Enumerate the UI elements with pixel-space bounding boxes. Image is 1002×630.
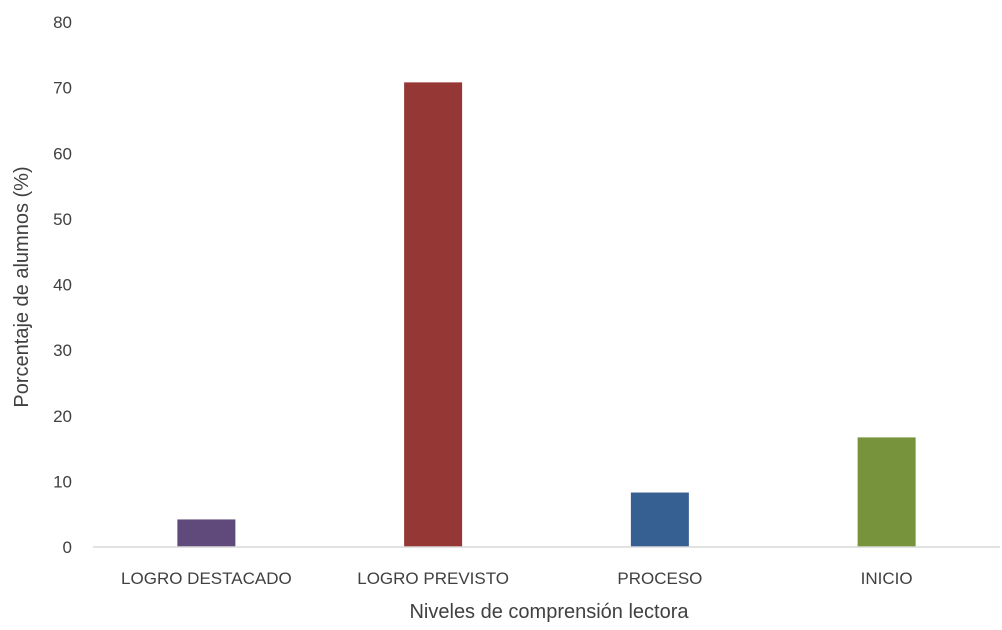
bar-inicio — [857, 437, 916, 547]
x-tick-label: LOGRO PREVISTO — [357, 569, 509, 588]
y-tick-label: 10 — [53, 472, 72, 491]
y-tick-label: 60 — [53, 144, 72, 163]
y-tick-label: 20 — [53, 407, 72, 426]
y-tick-label: 80 — [53, 13, 72, 32]
y-tick-label: 30 — [53, 341, 72, 360]
x-tick-label: LOGRO DESTACADO — [121, 569, 292, 588]
x-axis-title: Niveles de comprensión lectora — [409, 601, 689, 623]
y-axis-title: Porcentaje de alumnos (%) — [11, 166, 33, 407]
y-tick-label: 70 — [53, 79, 72, 98]
x-axis-ticks: LOGRO DESTACADO LOGRO PREVISTO PROCESO INIC… — [121, 569, 913, 588]
bars — [177, 82, 916, 547]
bar-logro-destacado — [177, 519, 236, 547]
y-tick-label: 0 — [63, 538, 72, 557]
y-axis-ticks: 0 10 20 30 40 50 60 70 80 — [53, 13, 72, 557]
bar-proceso — [630, 492, 689, 547]
y-tick-label: 50 — [53, 210, 72, 229]
bar-logro-previsto — [404, 82, 463, 547]
x-tick-label: PROCESO — [617, 569, 702, 588]
y-tick-label: 40 — [53, 276, 72, 295]
x-tick-label: INICIO — [861, 569, 913, 588]
